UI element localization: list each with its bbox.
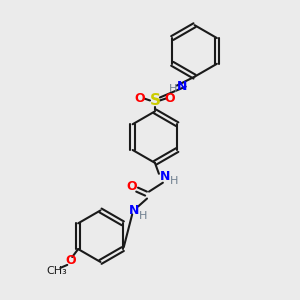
Text: N: N bbox=[176, 80, 187, 93]
Text: O: O bbox=[127, 180, 137, 193]
Text: S: S bbox=[149, 93, 161, 108]
Text: N: N bbox=[129, 204, 139, 217]
Text: O: O bbox=[65, 254, 76, 268]
Text: H: H bbox=[139, 212, 147, 221]
Text: H: H bbox=[169, 176, 178, 186]
Text: CH₃: CH₃ bbox=[46, 266, 67, 276]
Text: O: O bbox=[164, 92, 175, 105]
Text: N: N bbox=[160, 170, 170, 183]
Text: O: O bbox=[135, 92, 146, 105]
Text: H: H bbox=[169, 84, 177, 94]
